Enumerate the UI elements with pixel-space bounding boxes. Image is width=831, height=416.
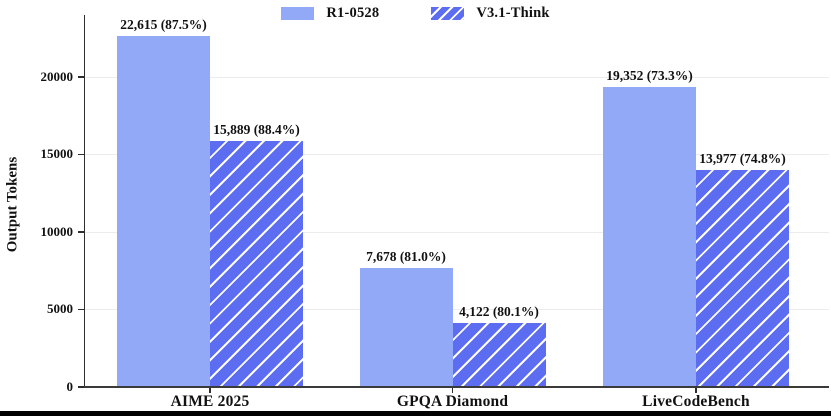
chart-legend: R1-0528 V3.1-Think: [0, 2, 831, 24]
bottom-border: [0, 411, 831, 416]
bar-v3-1-think-livecodebench: [696, 170, 789, 387]
x-tick-livecodebench: [695, 388, 697, 393]
y-tick-label-20000: 20000: [40, 68, 74, 84]
legend-swatch-hatched: [431, 6, 465, 20]
bar-value-v3-1-think-livecodebench: 13,977 (74.8%): [699, 151, 786, 167]
bar-value-v3-1-think-gpqa-diamond: 4,122 (80.1%): [459, 304, 539, 320]
gridline-15000: [85, 154, 829, 155]
y-tick-label-0: 0: [66, 378, 74, 394]
y-tick-10000: [77, 231, 84, 233]
bar-value-r1-0528-gpqa-diamond: 7,678 (81.0%): [366, 248, 446, 264]
bar-value-r1-0528-aime-2025: 22,615 (87.5%): [120, 17, 207, 33]
bar-r1-0528-livecodebench: [603, 87, 696, 387]
y-tick-20000: [77, 76, 84, 78]
gridline-5000: [85, 309, 829, 310]
y-axis-spine: [83, 15, 85, 387]
y-tick-15000: [77, 153, 84, 156]
gridline-10000: [85, 231, 829, 233]
bar-value-v3-1-think-aime-2025: 15,889 (88.4%): [213, 121, 300, 137]
x-category-label-livecodebench: LiveCodeBench: [642, 393, 750, 410]
bar-v3-1-think-aime-2025: [210, 140, 303, 387]
x-tick-gpqa-diamond: [451, 388, 454, 393]
y-tick-label-10000: 10000: [40, 223, 74, 239]
x-axis-spine: [83, 385, 829, 388]
bar-v3-1-think-gpqa-diamond: [452, 323, 546, 387]
gridline-20000: [85, 76, 829, 78]
bar-r1-0528-aime-2025: [117, 36, 210, 387]
legend-item-v31-think: V3.1-Think: [431, 5, 549, 22]
legend-swatch-solid: [281, 6, 315, 20]
legend-label-r1-0528: R1-0528: [326, 4, 380, 21]
y-tick-5000: [77, 308, 84, 311]
y-tick-0: [77, 386, 84, 388]
bar-r1-0528-gpqa-diamond: [359, 267, 453, 387]
y-tick-label-15000: 15000: [40, 146, 74, 161]
legend-item-r1-0528: R1-0528: [281, 5, 379, 22]
y-tick-label-5000: 5000: [47, 301, 73, 316]
legend-label-v31-think: V3.1-Think: [476, 4, 550, 21]
x-category-label-gpqa-diamond: GPQA Diamond: [396, 393, 509, 410]
x-tick-aime-2025: [209, 388, 211, 393]
x-category-label-aime-2025: AIME 2025: [170, 393, 250, 410]
bar-value-r1-0528-livecodebench: 19,352 (73.3%): [606, 68, 693, 84]
